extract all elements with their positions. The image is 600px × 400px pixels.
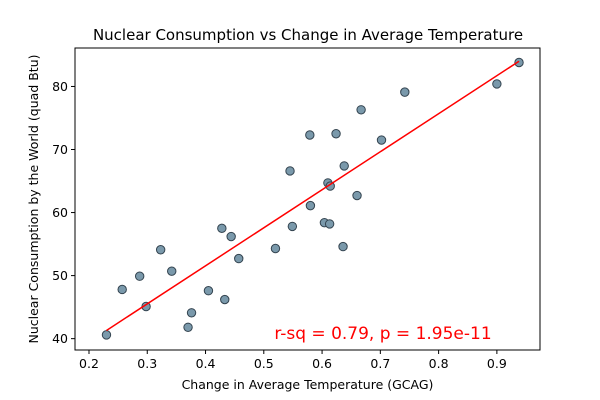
data-point [514, 57, 524, 68]
x-tick-label: 0.9 [487, 356, 507, 371]
data-point [305, 130, 315, 140]
data-point [325, 181, 335, 191]
y-tick-label: 60 [52, 205, 68, 220]
data-point [217, 223, 227, 234]
data-point [400, 87, 410, 97]
data-point [305, 200, 316, 211]
data-point [203, 286, 214, 296]
y-tick-label: 50 [52, 268, 68, 283]
regression-annotation: r-sq = 0.79, p = 1.95e-11 [274, 324, 491, 344]
x-tick-label: 0.7 [370, 356, 390, 371]
data-point [338, 241, 348, 252]
data-point [183, 322, 193, 333]
axis-ticks: 0.2 0.3 0.4 0.5 0.6 0.7 0.8 0.9 40 50 60 70 80 [52, 79, 507, 371]
data-point [226, 231, 236, 242]
plot-layer [101, 57, 524, 340]
x-axis-label: Change in Average Temperature (GCAG) [182, 377, 434, 392]
chart-title: Nuclear Consumption vs Change in Average… [93, 26, 523, 44]
regression-line [106, 60, 520, 332]
data-point [331, 129, 341, 139]
x-tick-label: 0.3 [137, 356, 157, 371]
y-axis-label: Nuclear Consumption by the World (quad B… [26, 54, 41, 343]
y-tick-label: 80 [52, 79, 68, 94]
data-point [155, 245, 166, 255]
data-point [492, 79, 502, 89]
x-tick-label: 0.5 [254, 356, 274, 371]
data-point [287, 221, 298, 232]
x-tick-label: 0.8 [429, 356, 449, 371]
x-tick-label: 0.6 [312, 356, 332, 371]
plot-frame [74, 47, 541, 351]
data-point [356, 105, 366, 115]
y-tick-label: 70 [52, 142, 68, 157]
x-tick-label: 0.4 [196, 356, 216, 371]
data-point [270, 243, 281, 254]
data-point [285, 166, 295, 176]
x-tick-label: 0.2 [79, 356, 99, 371]
data-point [234, 253, 244, 264]
data-point [101, 330, 112, 340]
data-point [376, 135, 387, 145]
data-point [220, 294, 230, 305]
data-point [117, 284, 127, 295]
data-point [186, 308, 197, 318]
data-point [167, 266, 177, 276]
data-point [339, 161, 349, 171]
data-point [352, 190, 362, 201]
data-point [324, 219, 335, 229]
y-tick-label: 40 [52, 331, 68, 346]
data-point [134, 271, 145, 281]
